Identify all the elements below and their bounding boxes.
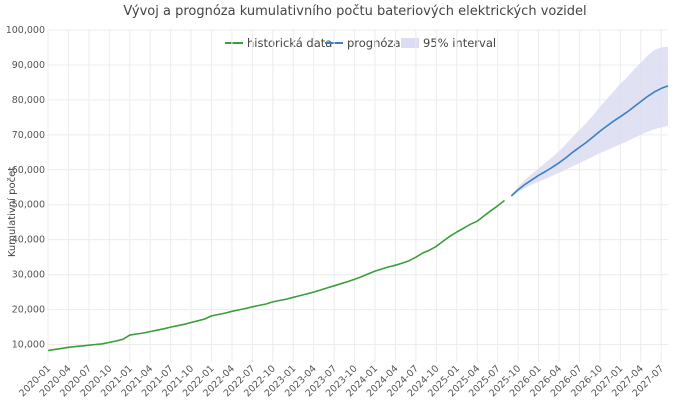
y-tick-label: 50,000 [12,200,45,211]
y-tick-label: 30,000 [12,270,45,281]
confidence-interval-band [511,46,668,197]
series-line-layer [47,85,669,352]
y-tick-label: 60,000 [12,165,45,176]
grid-layer [47,29,668,362]
y-tick-label: 90,000 [12,60,45,71]
legend-label-historical: historická data [247,36,332,50]
confidence-band-layer [511,46,668,197]
forecast-series-line [510,85,669,197]
y-tick-label: 70,000 [12,130,45,141]
x-axis-ticks: 2020-012020-042020-072020-102021-012021-… [17,363,666,399]
y-axis-label: Kumulativní počet [6,167,18,257]
legend-label-forecast: prognóza [347,36,401,50]
legend-label-interval: 95% interval [423,36,496,50]
y-axis-ticks: 10,000 20,000 30,000 40,000 50,000 60,000 70,0… [6,25,45,351]
legend-swatch-interval [401,38,419,48]
y-tick-label: 100,000 [6,25,45,36]
chart-title: Vývoj a prognóza kumulativního počtu bat… [123,4,586,19]
y-tick-label: 40,000 [12,235,45,246]
y-tick-label: 10,000 [12,340,45,351]
y-tick-label: 20,000 [12,305,45,316]
chart-legend: historická data prognóza 95% interval [225,36,496,50]
historical-series-line [47,199,505,352]
y-tick-label: 80,000 [12,95,45,106]
